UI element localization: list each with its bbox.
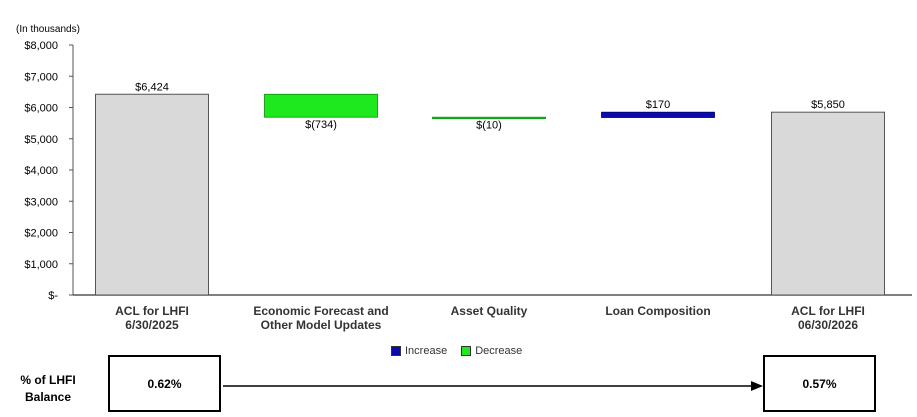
pct-end-value: 0.57% [802, 376, 837, 391]
y-tick-label: $1,000 [24, 259, 58, 271]
pct-row-title: % of LHFI Balance [20, 373, 76, 404]
y-tick-label: $7,000 [24, 71, 58, 83]
y-tick-label: $3,000 [24, 196, 58, 208]
pct-start-box: 0.62% [108, 355, 221, 412]
x-category-label: ACL for LHFI 6/30/2025 [115, 304, 189, 332]
y-tick-label: $2,000 [24, 228, 58, 240]
bar-value-label: $(734) [305, 119, 337, 131]
bar [264, 93, 378, 118]
y-tick-label: $- [48, 290, 58, 302]
y-tick-label: $6,000 [24, 103, 58, 115]
bar-value-label: $170 [646, 99, 670, 111]
bar-value-label: $(10) [476, 120, 502, 132]
bar [432, 116, 546, 120]
bar-value-label: $6,424 [135, 81, 169, 93]
bar [601, 111, 715, 118]
x-category-label: Loan Composition [605, 304, 711, 318]
unit-note: (In thousands) [16, 24, 80, 35]
bar [771, 111, 885, 296]
pct-start-value: 0.62% [147, 376, 182, 391]
pct-arrow [223, 381, 763, 391]
y-tick-label: $4,000 [24, 165, 58, 177]
legend: Increase Decrease [391, 345, 522, 357]
y-tick-label: $8,000 [24, 40, 58, 52]
bar [95, 93, 209, 296]
legend-decrease-swatch [461, 346, 472, 356]
legend-increase-label: Increase [405, 345, 448, 357]
bar-value-label: $5,850 [811, 99, 845, 111]
legend-decrease-label: Decrease [475, 345, 523, 357]
x-category-label: Asset Quality [450, 304, 528, 318]
legend-increase-swatch [391, 346, 401, 356]
x-category-label: ACL for LHFI 06/30/2026 [791, 304, 865, 332]
waterfall-chart: $8,000 $7,000 $6,000 $5,000 $4,000 $3,000 $2,0… [24, 40, 912, 302]
y-tick-label: $5,000 [24, 134, 58, 146]
x-category-label: Economic Forecast and Other Model Update… [253, 304, 389, 332]
pct-end-box: 0.57% [763, 355, 876, 412]
